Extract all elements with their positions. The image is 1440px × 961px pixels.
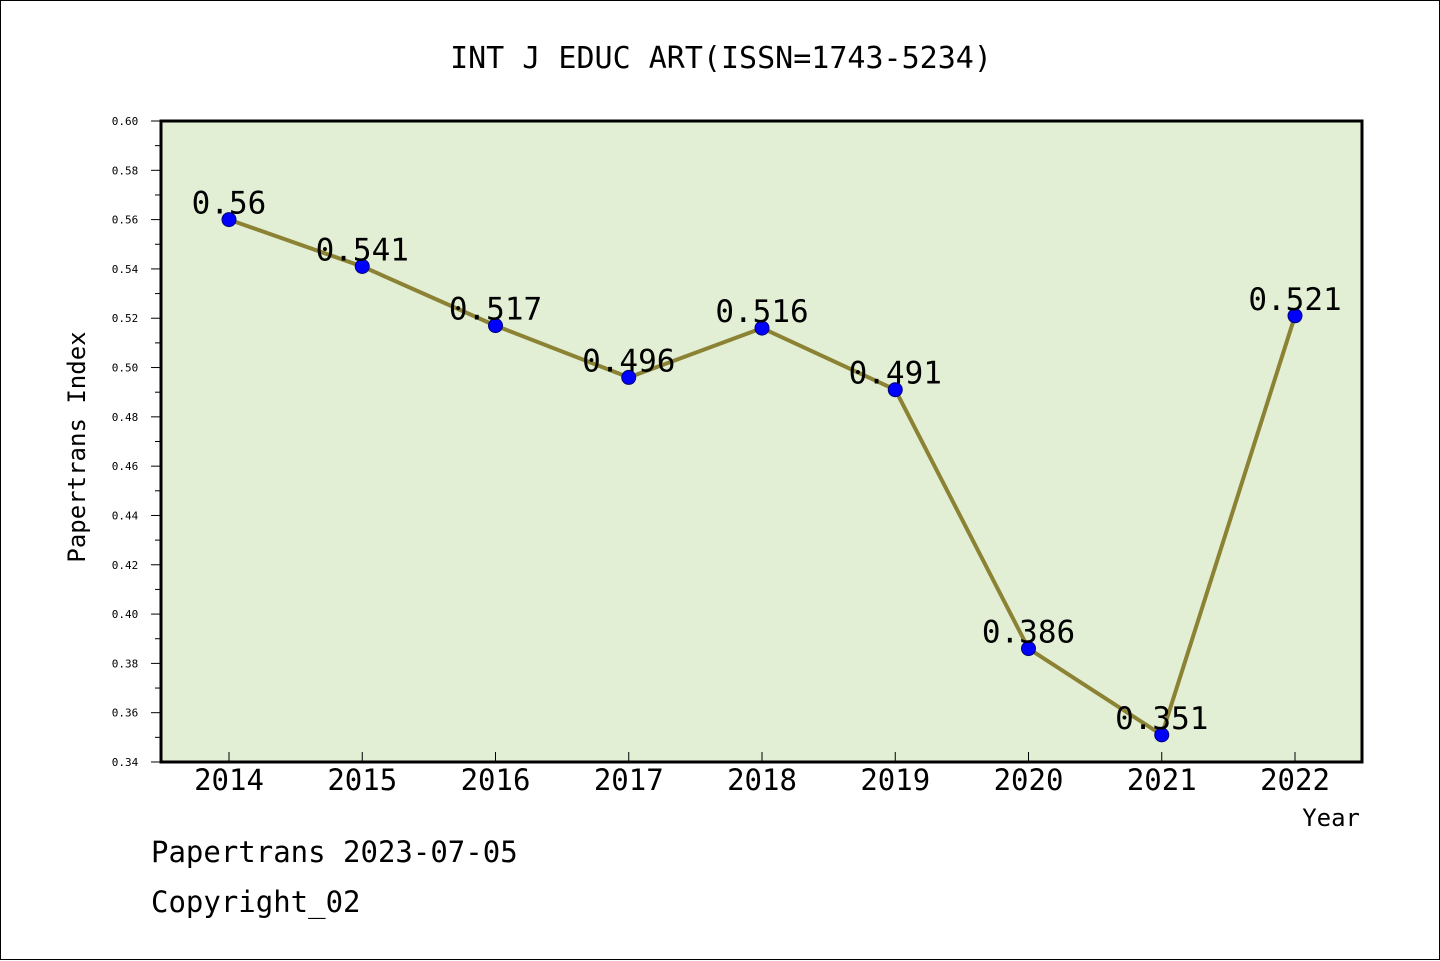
x-tick-label: 2015: [327, 763, 397, 797]
data-point: [221, 212, 237, 228]
x-axis: 2014 2015 2016 2017 2018 2019 2020 2021 2022: [194, 752, 1330, 797]
footer-date: Papertrans 2023-07-05: [151, 835, 518, 869]
data-point: [488, 318, 503, 334]
data-point: [754, 320, 770, 336]
data-label: 0.56: [192, 186, 267, 222]
data-label: 0.541: [316, 232, 409, 268]
y-tick-label: 0.44: [112, 509, 139, 522]
x-tick-label: 2018: [727, 763, 797, 797]
data-label: 0.351: [1115, 701, 1208, 737]
x-tick-label: 2021: [1127, 763, 1197, 797]
data-label: 0.516: [715, 294, 808, 330]
data-point: [887, 382, 903, 398]
y-axis-title: Papertrans Index: [63, 331, 91, 562]
data-label: 0.517: [449, 292, 542, 328]
data-label: 0.521: [1248, 282, 1341, 318]
x-tick-label: 2019: [860, 763, 930, 797]
data-point: [1287, 308, 1303, 324]
data-label: 0.386: [982, 615, 1075, 651]
y-tick-label: 0.60: [112, 115, 139, 128]
y-tick-label: 0.52: [112, 312, 139, 325]
data-labels-layer: 0.56 0.541 0.517 0.496 0.516 0.491 0.386 0.351 0…: [192, 186, 1342, 737]
y-tick-label: 0.48: [112, 411, 139, 424]
y-tick-label: 0.50: [112, 362, 139, 375]
data-point: [1154, 727, 1170, 743]
data-point: [621, 369, 637, 385]
y-tick-label: 0.42: [112, 559, 139, 572]
x-tick-label: 2020: [994, 763, 1064, 797]
x-tick-label: 2022: [1260, 763, 1330, 797]
y-tick-label: 0.40: [112, 608, 139, 621]
y-tick-label: 0.36: [112, 707, 139, 720]
x-tick-label: 2017: [594, 763, 664, 797]
data-point: [1021, 641, 1036, 657]
data-label: 0.491: [849, 356, 942, 392]
y-tick-label: 0.34: [112, 756, 139, 769]
data-point: [354, 258, 370, 274]
y-tick-label: 0.54: [112, 263, 139, 276]
points-layer: [221, 212, 1303, 743]
x-tick-label: 2014: [194, 763, 264, 797]
y-tick-label: 0.38: [112, 657, 139, 670]
plot-area: [159, 119, 1364, 764]
x-tick-label: 2016: [461, 763, 531, 797]
footer-copyright: Copyright_02: [151, 885, 361, 919]
y-tick-label: 0.56: [112, 214, 139, 227]
y-tick-label: 0.58: [112, 164, 139, 177]
y-tick-label: 0.46: [112, 460, 139, 473]
x-axis-title: Year: [1302, 804, 1360, 832]
chart-title: INT J EDUC ART(ISSN=1743-5234): [450, 41, 992, 76]
data-label: 0.496: [582, 343, 675, 379]
y-axis: 0.34 0.36 0.38 0.40 0.42 0.44 0.46 0.48 0.50 0.52…: [112, 115, 161, 769]
